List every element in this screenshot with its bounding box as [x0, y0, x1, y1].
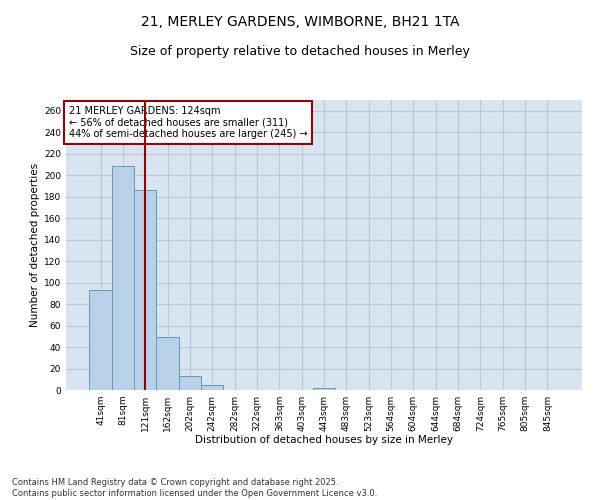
Bar [89, 290, 112, 390]
Bar [134, 190, 157, 390]
Text: 21, MERLEY GARDENS, WIMBORNE, BH21 1TA: 21, MERLEY GARDENS, WIMBORNE, BH21 1TA [141, 15, 459, 29]
Bar [112, 166, 134, 390]
Bar [179, 376, 201, 390]
Y-axis label: Number of detached properties: Number of detached properties [30, 163, 40, 327]
Bar [157, 338, 179, 390]
Text: Contains HM Land Registry data © Crown copyright and database right 2025.
Contai: Contains HM Land Registry data © Crown c… [12, 478, 377, 498]
Text: 21 MERLEY GARDENS: 124sqm
← 56% of detached houses are smaller (311)
44% of semi: 21 MERLEY GARDENS: 124sqm ← 56% of detac… [68, 106, 307, 139]
Text: Size of property relative to detached houses in Merley: Size of property relative to detached ho… [130, 45, 470, 58]
Bar [201, 384, 223, 390]
Bar [313, 388, 335, 390]
X-axis label: Distribution of detached houses by size in Merley: Distribution of detached houses by size … [195, 436, 453, 446]
